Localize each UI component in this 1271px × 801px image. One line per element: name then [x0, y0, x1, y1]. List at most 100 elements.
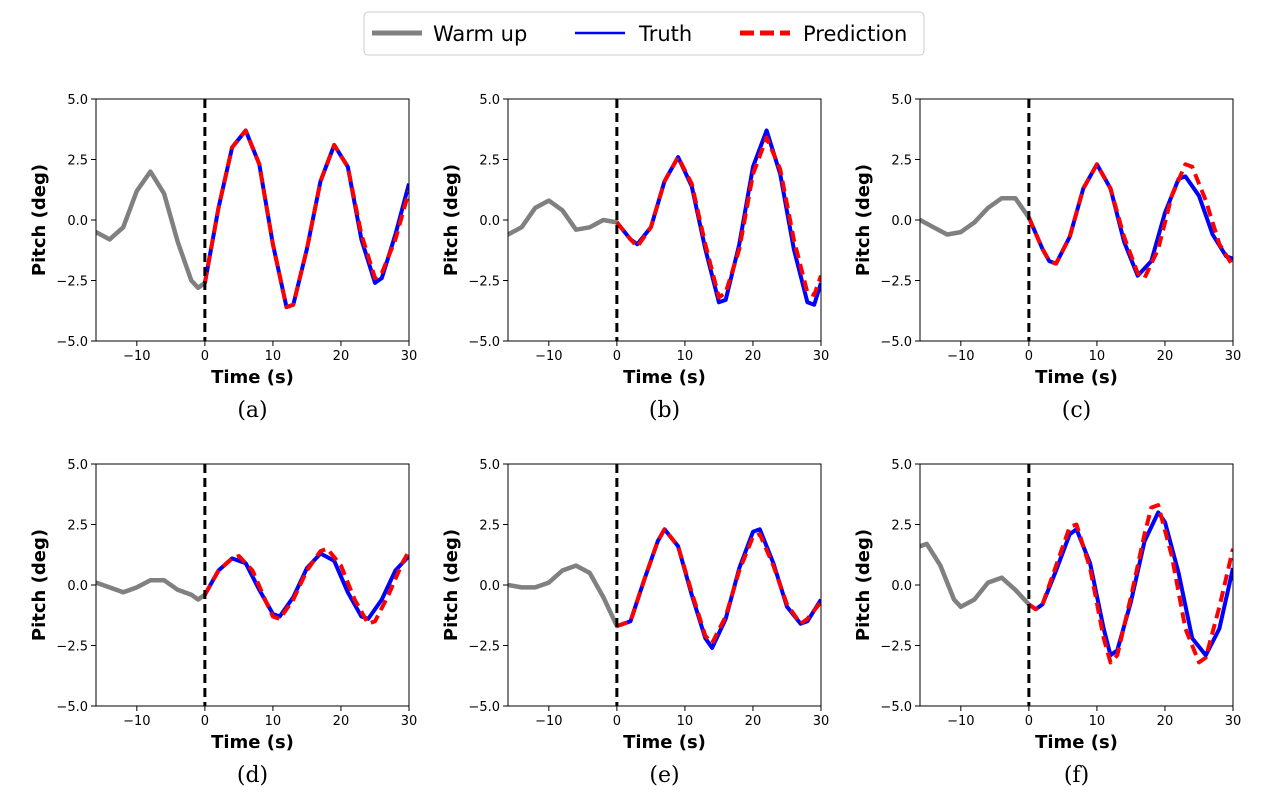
x-tick-label: 0 — [201, 349, 209, 364]
x-tick-label: −10 — [535, 349, 562, 364]
legend: Warm up Truth Prediction — [363, 11, 925, 56]
x-tick-label: 0 — [201, 714, 209, 729]
x-axis-label: Time (s) — [623, 732, 706, 753]
y-tick-label: −5.0 — [56, 335, 88, 350]
x-tick-label: 20 — [333, 714, 350, 729]
plot-area — [508, 128, 821, 307]
y-tick-label: 0.0 — [891, 579, 912, 594]
y-tick-label: 5.0 — [891, 93, 912, 108]
plot-area — [920, 503, 1233, 665]
y-axis-label: Pitch (deg) — [853, 164, 874, 276]
panel-caption: (c) — [1062, 398, 1092, 423]
x-tick-label: 10 — [1089, 349, 1106, 364]
truth-line — [1027, 510, 1233, 658]
y-tick-label: 5.0 — [479, 93, 500, 108]
truth-line — [202, 128, 409, 310]
truth-line — [203, 551, 409, 621]
x-tick-label: 0 — [1025, 349, 1033, 364]
prediction-line — [203, 546, 409, 626]
y-tick-label: 5.0 — [891, 458, 912, 473]
panel-caption: (b) — [649, 398, 680, 423]
panel-f: −10 0 10 20 30 −5.0 −2.5 0.0 2.5 5.0 Time (s) Pitch… — [853, 458, 1241, 788]
y-tick-label: 0.0 — [67, 214, 88, 229]
x-tick-label: −10 — [123, 714, 150, 729]
y-tick-label: 2.5 — [891, 519, 912, 534]
panel-a: −10 0 10 20 30 −5.0 −2.5 0.0 2.5 5.0 Time (s) Pitch… — [29, 93, 417, 423]
y-axis-label: Pitch (deg) — [853, 529, 874, 641]
prediction-line — [1027, 162, 1233, 281]
y-tick-label: −2.5 — [880, 640, 912, 655]
y-axis-label: Pitch (deg) — [441, 529, 462, 641]
plot-area — [920, 162, 1233, 281]
x-tick-label: −10 — [947, 349, 974, 364]
y-tick-label: −2.5 — [880, 275, 912, 290]
y-tick-label: −5.0 — [56, 700, 88, 715]
prediction-line — [616, 527, 821, 646]
x-tick-label: 30 — [813, 349, 830, 364]
x-tick-label: −10 — [947, 714, 974, 729]
y-tick-label: −2.5 — [468, 640, 500, 655]
x-axis-label: Time (s) — [1035, 367, 1118, 388]
x-tick-label: 10 — [677, 349, 694, 364]
warm-up-line — [920, 195, 1032, 237]
warm-up-line — [920, 541, 1032, 610]
x-tick-label: 10 — [677, 714, 694, 729]
plot-frame — [507, 98, 822, 342]
x-tick-label: −10 — [123, 349, 150, 364]
legend-label-prediction: Prediction — [803, 22, 907, 46]
x-axis-label: Time (s) — [211, 367, 294, 388]
panel-caption: (f) — [1064, 763, 1089, 788]
x-axis-label: Time (s) — [1035, 732, 1118, 753]
warm-up-line — [508, 198, 620, 237]
plot-area — [96, 128, 409, 310]
y-tick-label: −5.0 — [468, 335, 500, 350]
panel-caption: (d) — [237, 763, 268, 788]
x-tick-label: 20 — [333, 349, 350, 364]
y-axis-label: Pitch (deg) — [29, 529, 50, 641]
legend-box — [363, 11, 925, 56]
x-tick-label: 0 — [613, 714, 621, 729]
y-tick-label: 2.5 — [479, 154, 500, 169]
y-tick-label: 5.0 — [479, 458, 500, 473]
legend-label-warm-up: Warm up — [433, 22, 527, 46]
warm-up-line — [508, 563, 620, 629]
y-tick-label: 5.0 — [67, 458, 88, 473]
plot-frame — [919, 463, 1234, 707]
plot-area — [96, 546, 409, 626]
x-tick-label: 30 — [1225, 714, 1242, 729]
x-tick-label: 10 — [1089, 714, 1106, 729]
plot-frame — [507, 463, 822, 707]
x-tick-label: 0 — [613, 349, 621, 364]
x-tick-label: 30 — [401, 349, 418, 364]
y-tick-label: −2.5 — [56, 275, 88, 290]
warm-up-line — [96, 577, 208, 602]
x-tick-label: 10 — [265, 349, 282, 364]
truth-line — [616, 527, 821, 650]
panel-b: −10 0 10 20 30 −5.0 −2.5 0.0 2.5 5.0 Time (s) Pitch… — [441, 93, 829, 423]
x-tick-label: 30 — [401, 714, 418, 729]
x-tick-label: 20 — [1157, 714, 1174, 729]
x-axis-label: Time (s) — [211, 732, 294, 753]
y-axis-label: Pitch (deg) — [29, 164, 50, 276]
y-tick-label: 0.0 — [891, 214, 912, 229]
y-tick-label: −5.0 — [880, 335, 912, 350]
x-tick-label: 10 — [265, 714, 282, 729]
prediction-line — [1027, 503, 1233, 665]
x-tick-label: 20 — [745, 714, 762, 729]
panel-c: −10 0 10 20 30 −5.0 −2.5 0.0 2.5 5.0 Time (s) Pitch… — [853, 93, 1241, 423]
y-tick-label: 0.0 — [67, 579, 88, 594]
y-tick-label: 2.5 — [67, 154, 88, 169]
panel-e: −10 0 10 20 30 −5.0 −2.5 0.0 2.5 5.0 Time (s) Pitch… — [441, 458, 829, 788]
legend-label-truth: Truth — [638, 22, 692, 46]
y-tick-label: 0.0 — [479, 214, 500, 229]
x-tick-label: −10 — [535, 714, 562, 729]
panel-d: −10 0 10 20 30 −5.0 −2.5 0.0 2.5 5.0 Time (s) Pitch… — [29, 458, 417, 788]
x-axis-label: Time (s) — [623, 367, 706, 388]
y-tick-label: −2.5 — [468, 275, 500, 290]
y-tick-label: −2.5 — [56, 640, 88, 655]
y-axis-label: Pitch (deg) — [441, 164, 462, 276]
panel-caption: (e) — [649, 763, 679, 788]
x-tick-label: 30 — [1225, 349, 1242, 364]
plot-frame — [95, 98, 410, 342]
